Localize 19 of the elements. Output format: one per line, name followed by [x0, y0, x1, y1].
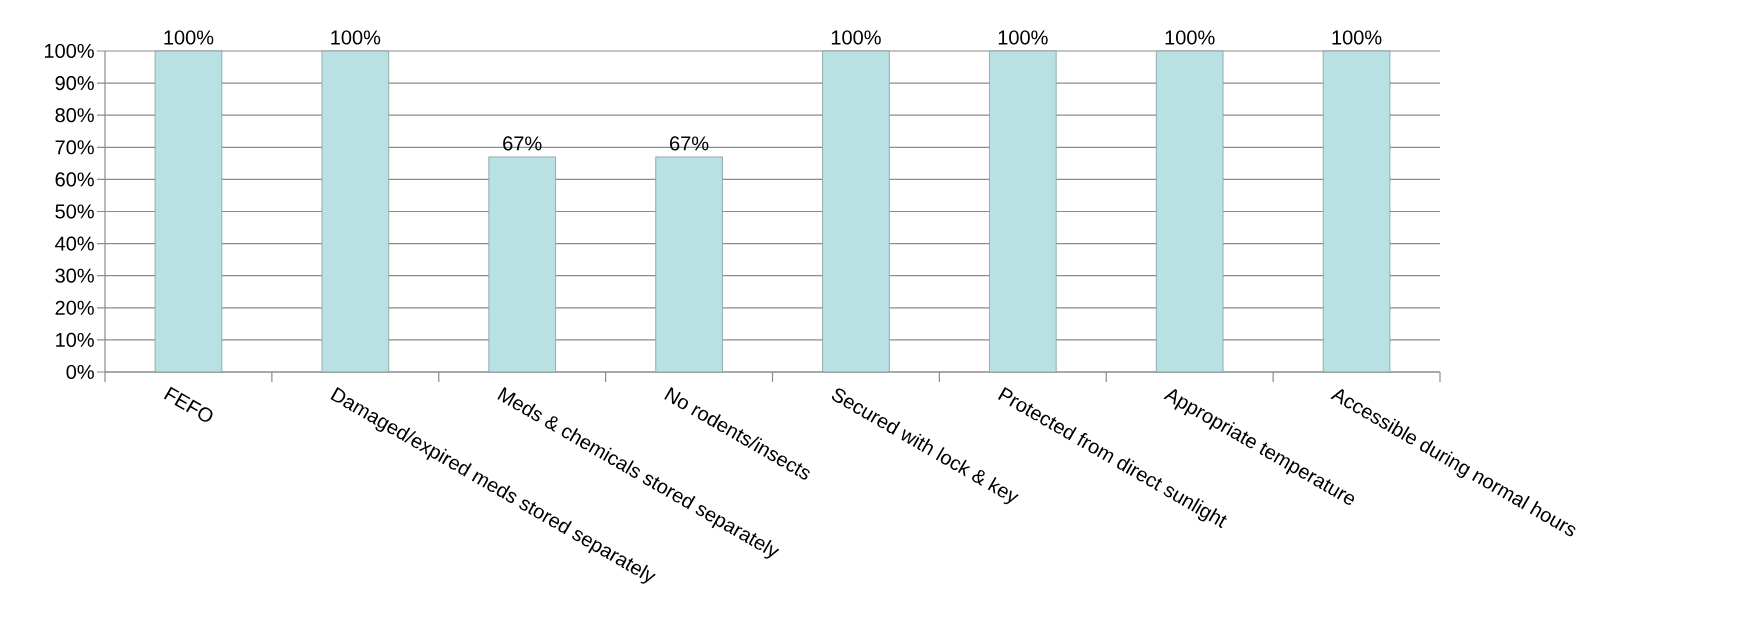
y-tick-label: 60% [55, 172, 94, 187]
data-label: 100% [831, 30, 881, 45]
y-tick-label: 100% [44, 43, 94, 59]
data-label: 100% [1332, 30, 1382, 45]
data-label: 67% [503, 136, 542, 151]
y-tick-label: 50% [55, 204, 94, 219]
y-tick-label: 80% [55, 108, 94, 123]
y-tick-label: 70% [55, 140, 94, 155]
y-tick-label: 20% [55, 300, 94, 315]
data-label: 100% [164, 30, 214, 45]
y-tick-label: 40% [55, 236, 94, 251]
y-tick-label: 10% [56, 332, 94, 347]
y-tick-label: 0% [66, 364, 94, 380]
y-tick-label: 30% [55, 268, 94, 283]
data-label: 67% [670, 136, 709, 151]
data-label: 100% [1165, 30, 1215, 45]
y-tick-label: 90% [55, 76, 94, 91]
data-label: 100% [331, 30, 381, 45]
data-label: 100% [998, 30, 1048, 45]
